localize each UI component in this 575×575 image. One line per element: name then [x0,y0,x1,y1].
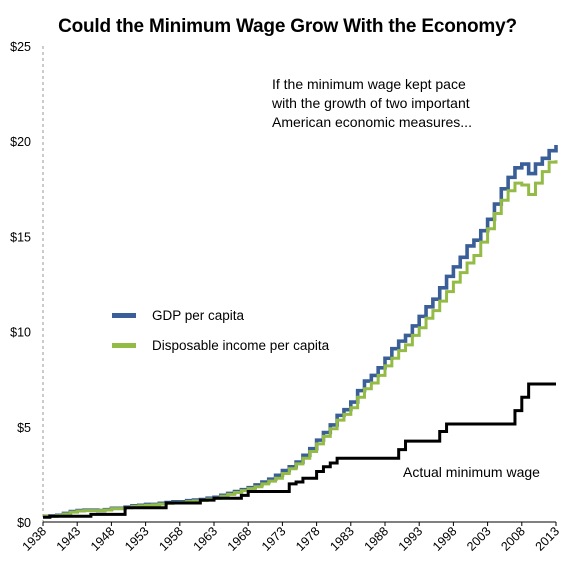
y-tick-label: $25 [10,40,31,54]
chart-title: Could the Minimum Wage Grow With the Eco… [58,16,517,37]
x-tick-label: 2013 [533,524,563,554]
legend-label-gdp: GDP per capita [152,307,245,323]
x-tick-label: 1953 [122,524,152,554]
x-tick-label: 1973 [259,524,289,554]
x-tick-label: 1988 [362,524,392,554]
x-tick-label: 1943 [54,524,84,554]
minimum-wage-line [43,382,556,519]
minimum-wage-label: Actual minimum wage [403,464,540,480]
chart-legend: GDP per capita Disposable income per cap… [112,300,329,360]
x-tick-label: 1978 [293,524,323,554]
disposable-income-line [43,160,558,518]
y-tick-label: $10 [10,326,31,340]
x-tick-label: 1968 [225,524,255,554]
legend-item-income: Disposable income per capita [112,330,329,360]
y-tick-label: $15 [10,230,31,244]
legend-item-gdp: GDP per capita [112,300,329,330]
annotation-line-1: If the minimum wage kept pace [272,76,466,92]
annotation-line-3: American economic measures... [272,114,472,130]
x-tick-label: 1948 [88,524,118,554]
x-tick-label: 1993 [396,524,426,554]
x-tick-label: 1963 [191,524,221,554]
x-tick-label: 1998 [430,524,460,554]
annotation-line-2: with the growth of two important [272,95,470,111]
y-tick-label: $5 [17,421,31,435]
legend-swatch-income [112,342,136,348]
x-tick-label: 1983 [327,524,357,554]
y-tick-label: $20 [10,135,31,149]
y-tick-label: $0 [17,516,31,530]
x-tick-label: 2008 [498,524,528,554]
x-tick-label: 2003 [464,524,494,554]
x-tick-label: 1958 [156,524,186,554]
legend-label-income: Disposable income per capita [152,337,330,353]
chart-annotation: If the minimum wage kept pace with the g… [272,75,542,132]
legend-swatch-gdp [112,312,136,318]
